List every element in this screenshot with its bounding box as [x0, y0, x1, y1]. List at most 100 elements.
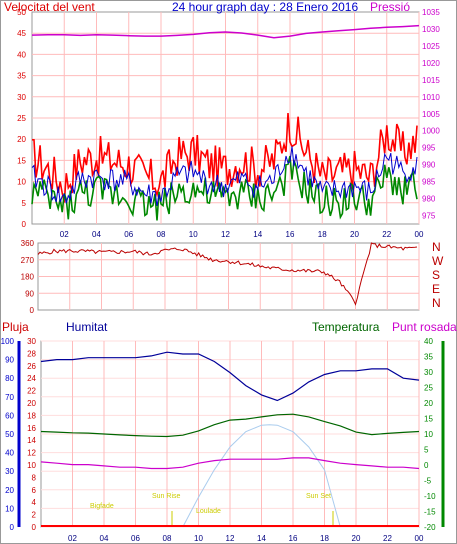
- pressure-tick-label: 975: [422, 212, 436, 221]
- rain-tick-label: 26: [27, 362, 36, 371]
- pressure-tick-label: 1000: [422, 127, 440, 136]
- rain-tick-label: 6: [32, 486, 37, 495]
- wind-pressure-panel: Velocitat del vent 24 hour graph day : 2…: [4, 0, 440, 239]
- direction-tick-label: 0: [30, 306, 35, 315]
- wind-time-tick-label: 06: [124, 230, 133, 239]
- temperature-series: [40, 413, 420, 438]
- rain-tick-label: 2: [32, 511, 37, 520]
- pressure-tick-label: 1015: [422, 76, 440, 85]
- sunset-label: Sun Set: [306, 493, 331, 500]
- wind-time-tick-label: 10: [189, 230, 198, 239]
- direction-degree-axis: 0 90 180 270 360: [21, 239, 35, 315]
- temperature-tick-label: 20: [424, 399, 433, 408]
- temperature-tick-label: 30: [424, 368, 433, 377]
- wind-tick-label: 10: [17, 178, 26, 187]
- temperature-tick-label: 0: [424, 461, 429, 470]
- wind-time-tick-label: 12: [221, 230, 230, 239]
- direction-grid: [38, 243, 420, 310]
- humidity-axes: 0246810121416182022242628300102030405060…: [1, 337, 445, 532]
- humidity-time-tick-label: 12: [226, 534, 235, 543]
- dewpoint-series: [40, 457, 420, 470]
- wind-tick-label: 25: [17, 114, 26, 123]
- pressure-tick-label: 1035: [422, 8, 440, 17]
- temperature-tick-label: 15: [424, 415, 433, 424]
- humidity-time-tick-label: 20: [352, 534, 361, 543]
- pressure-tick-label: 1030: [422, 25, 440, 34]
- pressure-tick-label: 990: [422, 161, 436, 170]
- humidity-axis-title: Humitat: [66, 320, 108, 334]
- temperature-tick-label: 40: [424, 337, 433, 346]
- rain-tick-label: 28: [27, 349, 36, 358]
- humidity-time-tick-label: 22: [383, 534, 392, 543]
- temperature-tick-label: -20: [424, 523, 436, 532]
- pressure-tick-label: 980: [422, 195, 436, 204]
- humidity-tick-label: 80: [5, 374, 14, 383]
- rain-tick-label: 8: [32, 473, 37, 482]
- wind-time-tick-label: 20: [350, 230, 359, 239]
- direction-tick-label: 90: [25, 289, 34, 298]
- wind-tick-label: 0: [22, 220, 27, 229]
- wind-time-tick-label: 02: [60, 230, 69, 239]
- humidity-time-tick-label: 14: [257, 534, 266, 543]
- wind-tick-label: 15: [17, 156, 26, 165]
- twilight-label: Bigfade: [90, 503, 114, 510]
- humidity-tick-label: 50: [5, 430, 14, 439]
- humidity-time-tick-label: 02: [68, 534, 77, 543]
- humidity-tick-label: 100: [1, 337, 15, 346]
- humidity-time-tick-label: 04: [100, 534, 109, 543]
- wind-time-tick-label: 00: [415, 230, 424, 239]
- compass-label: W: [432, 254, 444, 268]
- pressure-series: [31, 24, 420, 39]
- humidity-tick-label: 40: [5, 449, 14, 458]
- wind-time-tick-label: 08: [157, 230, 166, 239]
- direction-series: [37, 242, 418, 306]
- humidity-tick-label: 20: [5, 486, 14, 495]
- compass-label: N: [432, 296, 441, 310]
- rain-tick-label: 18: [27, 411, 36, 420]
- humidity-time-axis: 02 04 06 08 10 12 14 16 18 20 22 00: [68, 534, 424, 543]
- wind-chart-title: 24 hour graph day : 28 Enero 2016: [172, 0, 358, 14]
- compass-label: E: [432, 282, 440, 296]
- wind-tick-label: 50: [17, 8, 26, 17]
- wind-time-tick-label: 04: [92, 230, 101, 239]
- temperature-tick-label: 10: [424, 430, 433, 439]
- rain-tick-label: 10: [27, 461, 36, 470]
- pressure-tick-label: 1020: [422, 59, 440, 68]
- pressure-axis: 975 980 985 990 995 1000 1005 1010 1015 1020 1025 1…: [422, 8, 440, 221]
- temperature-tick-label: -15: [424, 508, 436, 517]
- wind-tick-label: 40: [17, 50, 26, 59]
- rain-tick-label: 24: [27, 374, 36, 383]
- humidity-tick-label: 60: [5, 411, 14, 420]
- wind-tick-label: 45: [17, 29, 26, 38]
- humidity-series: [40, 351, 420, 470]
- rain-tick-label: 4: [32, 498, 37, 507]
- wind-time-axis: 02 04 06 08 10 12 14 16 18 20 22 00: [60, 230, 424, 239]
- humidity-tick-label: 70: [5, 393, 14, 402]
- rain-axis-title: Pluja: [2, 320, 29, 334]
- wind-axis-title: Velocitat del vent: [4, 0, 95, 14]
- wind-tick-label: 20: [17, 135, 26, 144]
- temperature-tick-label: 35: [424, 353, 433, 362]
- wind-series: [31, 24, 420, 221]
- wind-time-tick-label: 18: [318, 230, 327, 239]
- temperature-tick-label: -10: [424, 492, 436, 501]
- temperature-tick-label: 25: [424, 384, 433, 393]
- compass-label: S: [432, 268, 440, 282]
- humidity-temperature-panel: Pluja Humitat Temperatura Punt rosada 02…: [1, 320, 457, 543]
- wind-grid: [32, 12, 420, 224]
- sun-elevation-curve: [182, 424, 341, 528]
- temperature-axis-title: Temperatura: [312, 320, 380, 334]
- humidity-series: [40, 351, 420, 402]
- humidity-tick-label: 90: [5, 356, 14, 365]
- humidity-time-tick-label: 18: [320, 534, 329, 543]
- humidity-time-tick-label: 00: [415, 534, 424, 543]
- wind-time-tick-label: 16: [286, 230, 295, 239]
- wind-tick-label: 35: [17, 72, 26, 81]
- rain-tick-label: 20: [27, 399, 36, 408]
- sun-elevation: Bigfade Sun Rise Loulade Sun Set: [41, 424, 419, 528]
- wind-tick-label: 5: [22, 199, 27, 208]
- humidity-time-tick-label: 10: [194, 534, 203, 543]
